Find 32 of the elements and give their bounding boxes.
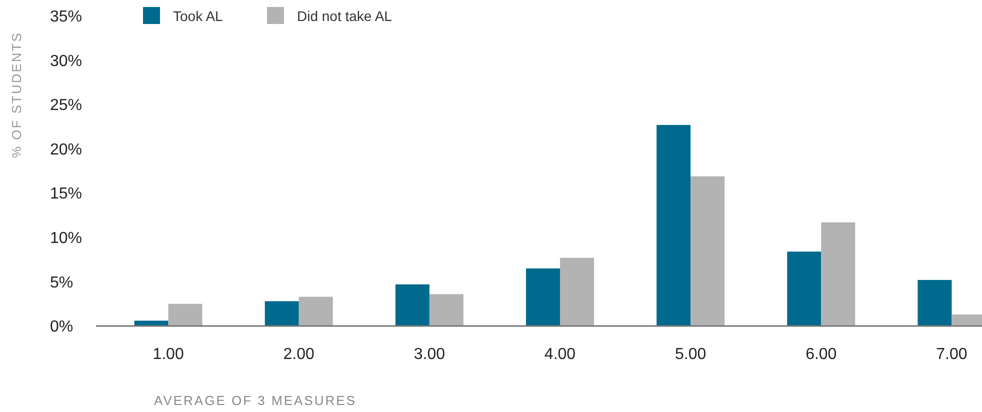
bar bbox=[264, 301, 299, 326]
x-axis-title: AVERAGE OF 3 MEASURES bbox=[154, 393, 356, 408]
x-tick-label: 4.00 bbox=[544, 346, 576, 363]
y-axis-title: % OF STUDENTS bbox=[9, 32, 24, 158]
y-tick-label: 5% bbox=[50, 274, 74, 292]
bar bbox=[168, 304, 202, 326]
x-tick-label: 2.00 bbox=[283, 346, 315, 363]
x-tick-label: 5.00 bbox=[675, 346, 706, 363]
y-tick-label: 15% bbox=[50, 186, 82, 203]
bar bbox=[134, 320, 168, 326]
y-tick-label: 25% bbox=[50, 97, 82, 114]
bar bbox=[656, 124, 691, 326]
bar bbox=[526, 268, 560, 326]
bar bbox=[560, 258, 594, 326]
bar bbox=[787, 252, 822, 326]
y-tick-label: 10% bbox=[50, 230, 82, 248]
bar bbox=[429, 294, 464, 326]
y-tick-label: 0% bbox=[50, 318, 74, 336]
y-tick-label: 30% bbox=[50, 52, 82, 70]
x-tick-label: 6.00 bbox=[806, 346, 837, 363]
bar bbox=[690, 176, 725, 326]
bar bbox=[395, 284, 430, 326]
x-tick-label: 7.00 bbox=[936, 346, 968, 363]
bar bbox=[821, 222, 856, 326]
bar bbox=[918, 280, 952, 326]
y-tick-label: 20% bbox=[50, 141, 82, 158]
bar bbox=[298, 296, 333, 326]
x-tick-label: 1.00 bbox=[152, 346, 184, 363]
y-tick-label: 35% bbox=[50, 8, 82, 26]
x-tick-label: 3.00 bbox=[414, 346, 446, 363]
legend-label: Took AL bbox=[173, 8, 224, 24]
legend-label: Did not take AL bbox=[297, 8, 392, 24]
